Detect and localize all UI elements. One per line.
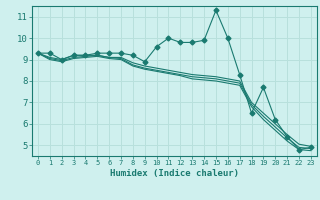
X-axis label: Humidex (Indice chaleur): Humidex (Indice chaleur) bbox=[110, 169, 239, 178]
